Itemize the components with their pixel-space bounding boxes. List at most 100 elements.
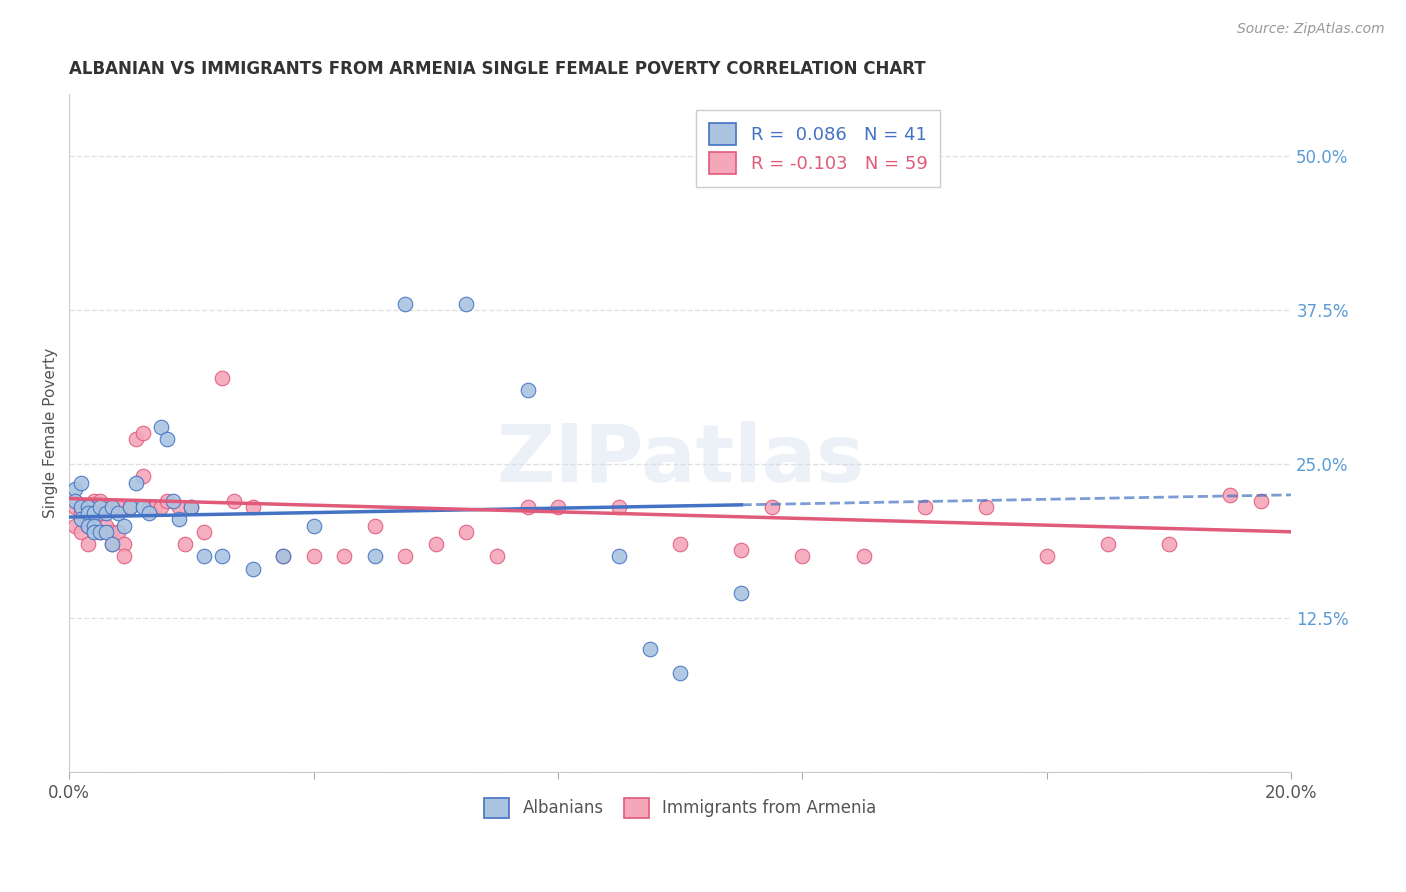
Point <box>167 500 190 515</box>
Point <box>242 500 264 515</box>
Point <box>65 518 87 533</box>
Point <box>1159 537 1181 551</box>
Point <box>94 524 117 539</box>
Point <box>914 500 936 515</box>
Point <box>101 537 124 551</box>
Point <box>76 500 98 515</box>
Point <box>333 549 356 564</box>
Point <box>83 506 105 520</box>
Point <box>607 500 630 515</box>
Point <box>101 537 124 551</box>
Point <box>271 549 294 564</box>
Point <box>107 524 129 539</box>
Point <box>516 500 538 515</box>
Point <box>89 524 111 539</box>
Point <box>83 518 105 533</box>
Point <box>485 549 508 564</box>
Point <box>89 494 111 508</box>
Point <box>112 537 135 551</box>
Point <box>76 506 98 520</box>
Text: ALBANIAN VS IMMIGRANTS FROM ARMENIA SINGLE FEMALE POVERTY CORRELATION CHART: ALBANIAN VS IMMIGRANTS FROM ARMENIA SING… <box>69 60 927 78</box>
Point <box>76 500 98 515</box>
Point <box>669 666 692 681</box>
Point <box>364 518 387 533</box>
Point <box>156 494 179 508</box>
Point <box>70 524 93 539</box>
Point <box>125 433 148 447</box>
Point <box>131 426 153 441</box>
Point <box>193 524 215 539</box>
Point <box>224 494 246 508</box>
Point <box>83 518 105 533</box>
Point <box>70 500 93 515</box>
Point <box>242 562 264 576</box>
Point <box>125 475 148 490</box>
Y-axis label: Single Female Poverty: Single Female Poverty <box>44 348 58 518</box>
Point <box>120 500 142 515</box>
Point <box>180 500 202 515</box>
Point <box>271 549 294 564</box>
Point <box>94 506 117 520</box>
Point <box>94 518 117 533</box>
Point <box>180 500 202 515</box>
Point <box>193 549 215 564</box>
Point <box>149 500 172 515</box>
Point <box>70 475 93 490</box>
Text: ZIPatlas: ZIPatlas <box>496 421 865 500</box>
Point <box>669 537 692 551</box>
Point <box>974 500 997 515</box>
Point <box>107 506 129 520</box>
Point <box>89 524 111 539</box>
Point <box>761 500 783 515</box>
Point <box>70 512 93 526</box>
Point <box>65 500 87 515</box>
Point <box>211 549 233 564</box>
Point <box>143 500 166 515</box>
Point <box>174 537 197 551</box>
Point <box>138 506 160 520</box>
Point <box>792 549 814 564</box>
Point <box>70 506 93 520</box>
Point <box>211 371 233 385</box>
Point <box>730 543 752 558</box>
Point <box>156 433 179 447</box>
Point <box>101 500 124 515</box>
Point <box>394 297 416 311</box>
Point <box>107 500 129 515</box>
Point <box>1036 549 1059 564</box>
Point <box>1097 537 1119 551</box>
Point <box>456 524 478 539</box>
Point <box>131 469 153 483</box>
Point <box>89 506 111 520</box>
Point <box>65 494 87 508</box>
Point <box>76 518 98 533</box>
Point <box>131 500 153 515</box>
Point <box>149 420 172 434</box>
Point <box>547 500 569 515</box>
Point <box>83 524 105 539</box>
Point <box>101 524 124 539</box>
Point <box>425 537 447 551</box>
Point <box>730 586 752 600</box>
Point <box>138 500 160 515</box>
Point <box>638 641 661 656</box>
Point <box>852 549 875 564</box>
Point <box>167 512 190 526</box>
Point <box>94 500 117 515</box>
Point <box>1250 494 1272 508</box>
Text: Source: ZipAtlas.com: Source: ZipAtlas.com <box>1237 22 1385 37</box>
Point <box>112 518 135 533</box>
Point <box>364 549 387 564</box>
Point <box>302 518 325 533</box>
Point <box>120 500 142 515</box>
Legend: Albanians, Immigrants from Armenia: Albanians, Immigrants from Armenia <box>471 784 890 831</box>
Point <box>302 549 325 564</box>
Point <box>83 494 105 508</box>
Point <box>76 537 98 551</box>
Point <box>70 500 93 515</box>
Point <box>456 297 478 311</box>
Point <box>1219 488 1241 502</box>
Point <box>394 549 416 564</box>
Point <box>162 494 184 508</box>
Point <box>516 383 538 397</box>
